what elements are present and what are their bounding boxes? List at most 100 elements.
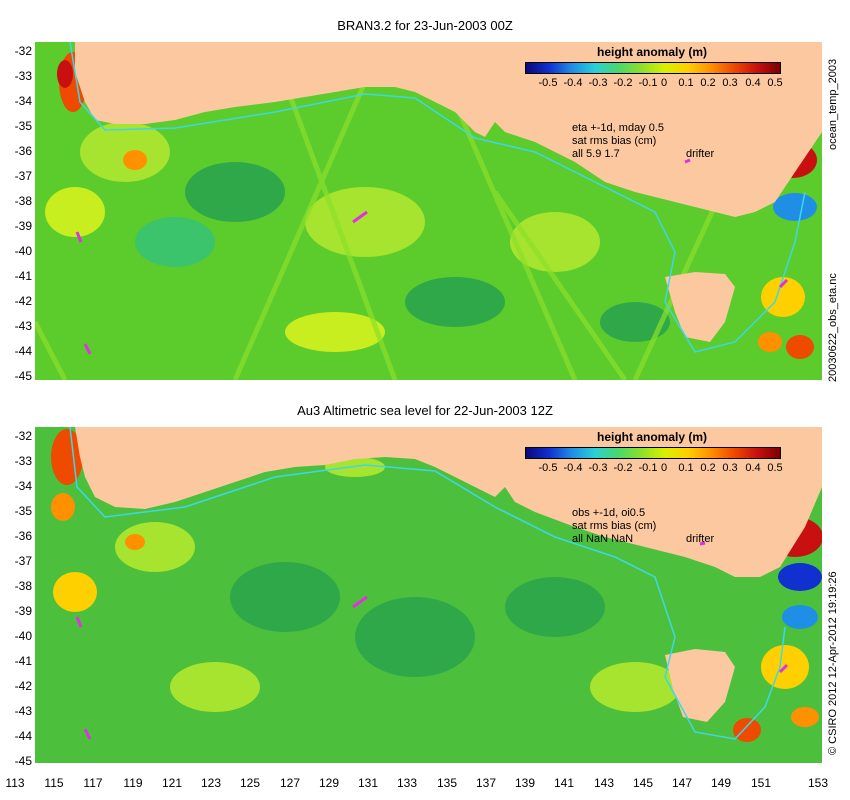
cbar-tick: -0.5	[538, 462, 558, 474]
cbar-tick: 0.5	[767, 77, 783, 89]
lat-tick: -41	[14, 269, 32, 283]
lon-tick: 147	[671, 776, 693, 790]
lat-tick: -44	[14, 344, 32, 358]
cbar-tick: -0.4	[563, 77, 583, 89]
top-drifter-label: drifter	[686, 148, 715, 160]
lat-tick: -44	[14, 729, 32, 743]
lon-tick: 129	[318, 776, 340, 790]
lon-tick: 133	[396, 776, 418, 790]
note-line: all 5.9 1.7	[572, 148, 620, 160]
bottom-map[interactable]	[35, 427, 822, 763]
bottom-drifter-label: drifter	[686, 533, 715, 545]
bottom-legend-title: height anomaly (m)	[596, 430, 707, 444]
cbar-tick: 0.4	[745, 77, 761, 89]
top-panel-title: BRAN3.2 for 23-Jun-2003 00Z	[337, 18, 513, 33]
lon-tick: 143	[593, 776, 615, 790]
bottom-panel-title: Au3 Altimetric sea level for 22-Jun-2003…	[297, 403, 553, 418]
cbar-tick: 0	[660, 77, 668, 89]
cbar-tick: -0.5	[538, 77, 558, 89]
lat-tick: -45	[14, 369, 32, 383]
cbar-tick: 0.4	[745, 462, 761, 474]
land-tasmania	[665, 272, 735, 342]
cbar-tick: -0.1	[638, 462, 658, 474]
lat-tick: -37	[14, 554, 32, 568]
bottom-side-label: © CSIRO 2012 12-Apr-2012 19:19:26	[827, 571, 839, 755]
cbar-tick: -0.3	[588, 462, 608, 474]
lon-tick: 151	[750, 776, 772, 790]
lon-tick: 153	[807, 776, 829, 790]
cbar-tick: 0.1	[678, 462, 694, 474]
lon-tick: 125	[239, 776, 261, 790]
lon-tick: 135	[436, 776, 458, 790]
note-line: sat rms bias (cm)	[572, 520, 657, 532]
lat-tick: -42	[14, 679, 32, 693]
cbar-tick: -0.3	[588, 77, 608, 89]
note-line: sat rms bias (cm)	[572, 135, 657, 147]
lon-tick: 149	[710, 776, 732, 790]
top-side-label-1: ocean_temp_2003	[827, 58, 839, 150]
land-tasmania	[665, 649, 735, 722]
lon-tick: 115	[44, 776, 64, 790]
land-australia	[75, 427, 822, 577]
lat-tick: -35	[14, 504, 32, 518]
lon-tick: 137	[475, 776, 497, 790]
lat-tick: -36	[14, 529, 32, 543]
drifter-track	[75, 158, 789, 355]
lat-tick: -37	[14, 169, 32, 183]
lat-tick: -33	[14, 454, 32, 468]
lat-tick: -43	[14, 319, 32, 333]
lat-tick: -40	[14, 244, 32, 258]
lat-tick: -36	[14, 144, 32, 158]
lat-tick: -32	[14, 429, 32, 443]
lon-tick: 141	[553, 776, 575, 790]
lat-tick: -32	[14, 44, 32, 58]
cbar-tick: -0.4	[563, 462, 583, 474]
shelf-current-line	[69, 42, 806, 353]
lat-tick: -43	[14, 704, 32, 718]
cbar-tick: 0.1	[678, 77, 694, 89]
drifter-track	[75, 541, 789, 740]
cbar-tick: -0.2	[613, 462, 633, 474]
lat-tick: -33	[14, 69, 32, 83]
note-line: obs +-1d, oi0.5	[572, 507, 646, 519]
bottom-notes: obs +-1d, oi0.5 sat rms bias (cm) all Na…	[572, 507, 656, 546]
lat-tick: -40	[14, 629, 32, 643]
lat-tick: -39	[14, 604, 32, 618]
cbar-tick: 0	[660, 462, 668, 474]
cbar-tick: 0.2	[700, 462, 716, 474]
note-line: eta +-1d, mday 0.5	[572, 122, 665, 134]
cbar-tick: 0.3	[722, 462, 738, 474]
lat-tick: -42	[14, 294, 32, 308]
top-notes: eta +-1d, mday 0.5 sat rms bias (cm) all…	[572, 122, 664, 161]
anomaly-blobs	[45, 52, 817, 359]
lat-tick: -39	[14, 219, 32, 233]
lon-tick: 121	[161, 776, 183, 790]
lon-tick: 123	[200, 776, 222, 790]
lat-tick: -38	[14, 194, 32, 208]
cbar-tick: 0.3	[722, 77, 738, 89]
lon-tick: 127	[279, 776, 301, 790]
top-legend-title: height anomaly (m)	[596, 45, 707, 59]
lon-tick: 145	[632, 776, 654, 790]
lat-tick: -35	[14, 119, 32, 133]
top-map[interactable]	[35, 42, 822, 380]
lon-tick: 139	[514, 776, 536, 790]
cbar-tick: 0.5	[767, 462, 783, 474]
cbar-tick: -0.1	[638, 77, 658, 89]
cbar-tick: 0.2	[700, 77, 716, 89]
lon-tick: 113	[5, 776, 25, 790]
note-line: all NaN NaN	[572, 533, 634, 545]
land-australia	[75, 42, 822, 217]
lat-tick: -34	[14, 479, 32, 493]
lat-tick: -38	[14, 579, 32, 593]
top-colorbar	[525, 62, 781, 74]
lon-tick: 119	[123, 776, 143, 790]
lon-tick: 117	[83, 776, 103, 790]
lat-tick: -34	[14, 94, 32, 108]
lat-tick: -41	[14, 654, 32, 668]
lon-tick: 131	[357, 776, 379, 790]
lat-tick: -45	[14, 754, 32, 768]
bottom-colorbar	[525, 447, 781, 459]
top-side-label-2: 20030622_obs_eta.nc	[827, 273, 839, 382]
cbar-tick: -0.2	[613, 77, 633, 89]
